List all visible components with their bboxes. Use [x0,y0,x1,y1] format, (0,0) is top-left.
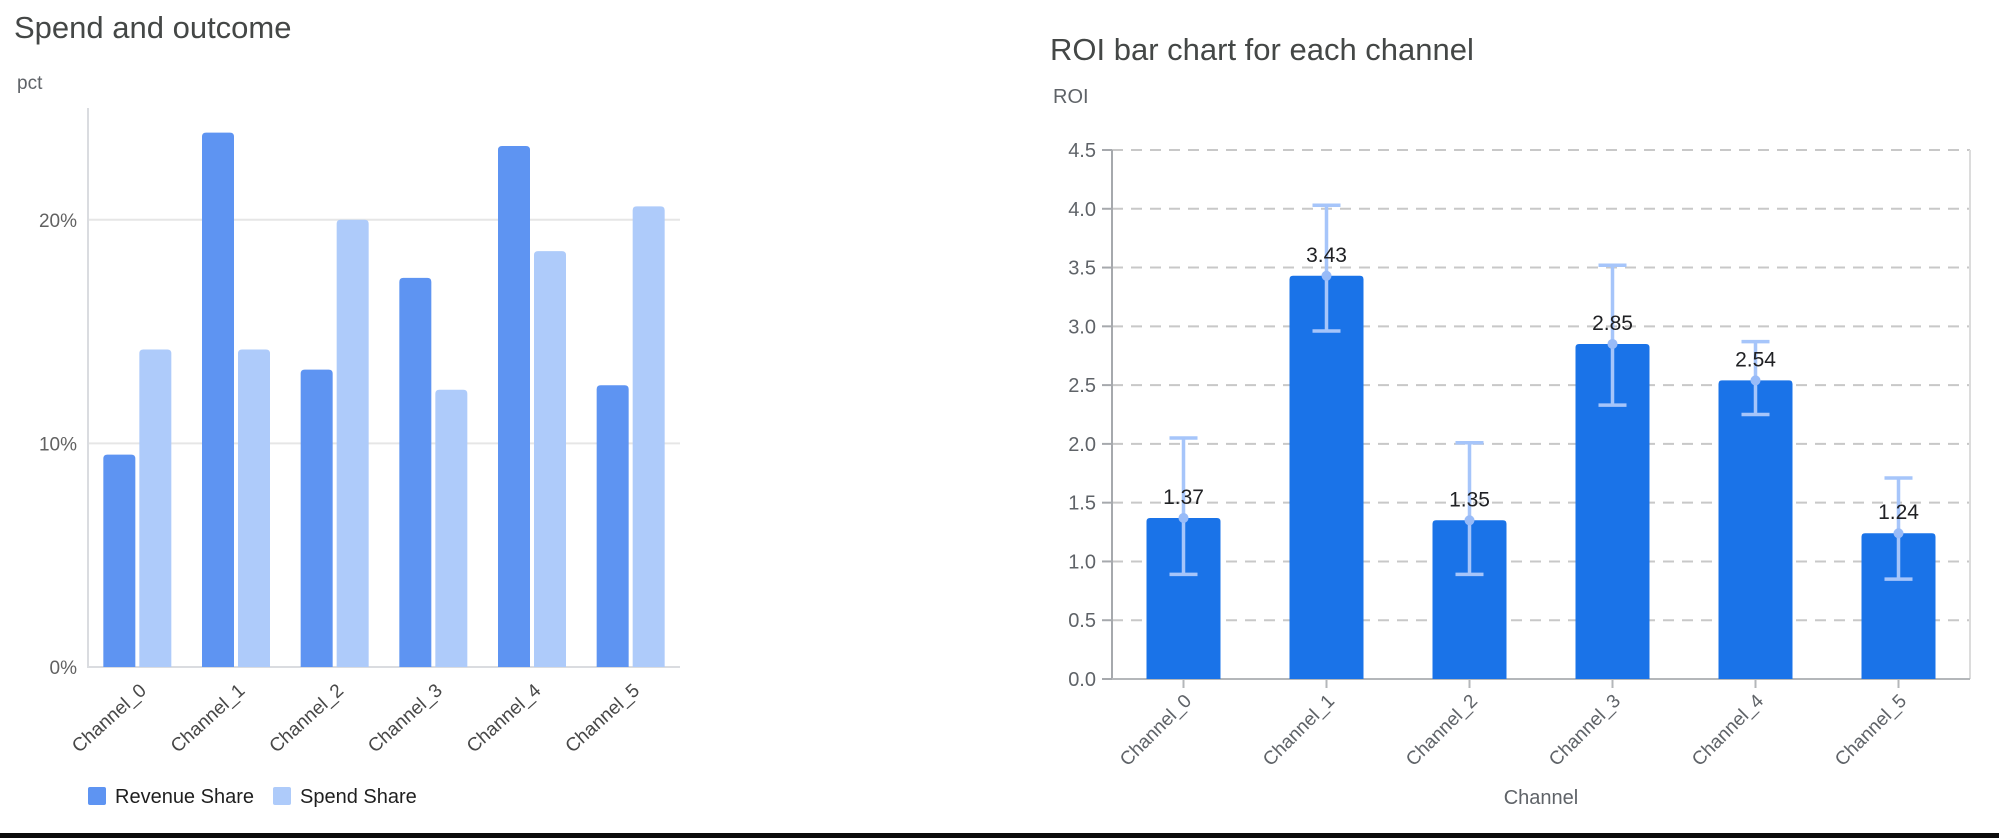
error-bar-channel-1 [1312,203,1341,333]
y-tick-label: 1.0 [1068,551,1096,573]
value-label: 1.24 [1878,501,1919,524]
y-tick-label: 3.5 [1068,258,1096,280]
spend-share-bar-channel-5[interactable] [632,206,665,667]
x-category-label: Channel_1 [1259,691,1339,771]
y-axis-title: pct [17,73,43,94]
y-tick-label: 0% [50,658,78,679]
legend-item-revenue-share: Revenue Share [88,786,254,808]
error-bar-channel-2 [1455,440,1484,577]
y-tick-label: 4.5 [1068,140,1096,162]
revenue-share-bar-channel-1[interactable] [202,132,234,667]
x-category-label: Channel_2 [266,680,348,757]
spend-share-bar-channel-4[interactable] [534,251,566,667]
error-bar-mean-marker [1750,375,1761,386]
value-label: 2.85 [1592,312,1633,335]
chart-title: ROI bar chart for each channel [1050,32,1474,67]
spend-share-bar-channel-3[interactable] [435,389,468,667]
y-axis-title: ROI [1053,86,1089,108]
error-bar-channel-3 [1598,263,1627,407]
x-category-label: Channel_3 [1545,691,1625,771]
y-tick-label: 2.0 [1068,434,1096,456]
roi-bar-chart: ROI bar chart for each channel ROI 0.0 0.5 1… [1050,32,1971,809]
value-label: 3.43 [1306,244,1347,267]
y-tick-label: 3.0 [1068,316,1096,338]
value-label: 1.37 [1163,486,1204,509]
x-category-label: Channel_5 [562,680,644,757]
x-category-label: Channel_0 [1116,691,1196,771]
y-tick-label: 2.5 [1068,375,1096,397]
value-label: 1.35 [1449,488,1490,511]
legend-swatch [273,787,291,805]
error-bar-mean-marker [1464,515,1475,526]
roi-bar-channel-3[interactable] [1575,343,1650,679]
error-bar-mean-marker [1178,512,1189,523]
roi-bar-channel-1[interactable] [1289,275,1364,679]
x-category-label: Channel_4 [1688,690,1768,770]
x-category-label: Channel_4 [463,680,546,757]
y-tick-label: 0.0 [1068,669,1096,691]
y-tick-label: 0.5 [1068,610,1096,632]
error-bar-mean-marker [1607,338,1618,349]
error-bar-channel-0 [1169,436,1198,577]
chart-title: Spend and outcome [14,10,292,45]
x-axis-title: Channel [1504,787,1579,809]
error-bar-mean-marker [1893,528,1904,539]
roi-bar-channel-5[interactable] [1861,533,1936,679]
x-category-label: Channel_1 [167,680,249,757]
x-category-label: Channel_0 [68,680,150,757]
error-bar-channel-4 [1741,339,1770,417]
roi-bar-channel-2[interactable] [1432,520,1507,679]
revenue-share-bar-channel-3[interactable] [399,277,432,667]
y-tick-label: 10% [39,434,77,455]
error-bar-channel-5 [1884,476,1913,581]
roi-bar-channel-0[interactable] [1146,517,1221,679]
revenue-share-bar-channel-5[interactable] [596,385,629,667]
spend-share-bar-channel-1[interactable] [238,349,270,667]
legend-swatch [88,787,106,805]
y-tick-label: 1.5 [1068,493,1096,515]
legend-item-spend-share: Spend Share [273,786,417,808]
revenue-share-bar-channel-2[interactable] [300,369,333,667]
legend-label: Revenue Share [115,786,254,808]
value-label: 2.54 [1735,348,1776,371]
spend-share-bar-channel-2[interactable] [336,219,369,668]
x-category-label: Channel_5 [1831,691,1911,771]
x-category-label: Channel_2 [1402,691,1482,771]
error-bar-mean-marker [1321,270,1332,281]
y-tick-label: 20% [39,211,77,232]
spend-share-bar-channel-0[interactable] [139,349,172,667]
x-category-label: Channel_3 [364,680,446,757]
legend-label: Spend Share [300,786,417,808]
y-tick-label: 4.0 [1068,199,1096,221]
roi-bar-channel-4[interactable] [1718,380,1793,679]
revenue-share-bar-channel-0[interactable] [103,454,136,667]
revenue-share-bar-channel-4[interactable] [498,146,530,668]
